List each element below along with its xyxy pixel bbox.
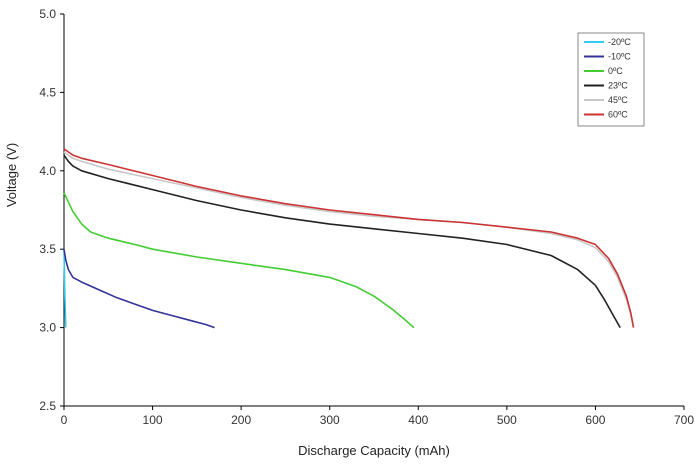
tick-labels: 0 100 200 300 400 500 600 700 2.5 3.0 3.5 4.0 4.5 5.0 — [39, 7, 694, 427]
legend-label-0: -20ºC — [608, 37, 631, 47]
x-tick-label: 700 — [674, 413, 694, 427]
legend-label-3: 23ºC — [608, 81, 628, 91]
x-tick-label: 0 — [61, 413, 68, 427]
series-line-1 — [63, 249, 215, 329]
y-tick-label: 3.0 — [39, 321, 56, 335]
y-tick-label: 3.5 — [39, 242, 56, 256]
series-line-2 — [63, 192, 415, 329]
y-axis-title: Voltage (V) — [4, 143, 19, 207]
legend-label-5: 60ºC — [608, 110, 628, 120]
series-line-0 — [63, 249, 67, 328]
x-tick-label: 300 — [320, 413, 340, 427]
axes — [60, 13, 685, 410]
legend: -20ºC -10ºC 0ºC 23ºC 45ºC 60ºC — [577, 32, 645, 127]
legend-label-4: 45ºC — [608, 95, 628, 105]
y-tick-label: 4.5 — [39, 85, 56, 99]
series-line-3 — [63, 154, 621, 328]
series-line-4 — [63, 151, 635, 328]
y-tick-label: 5.0 — [39, 7, 56, 21]
x-tick-label: 100 — [143, 413, 163, 427]
x-axis-title: Discharge Capacity (mAh) — [298, 443, 450, 458]
x-tick-label: 400 — [408, 413, 428, 427]
x-tick-label: 200 — [231, 413, 251, 427]
y-tick-label: 4.0 — [39, 164, 56, 178]
y-tick-label: 2.5 — [39, 399, 56, 413]
x-tick-label: 500 — [497, 413, 517, 427]
series-line-5 — [63, 148, 635, 328]
legend-label-1: -10ºC — [608, 52, 631, 62]
x-tick-label: 600 — [585, 413, 605, 427]
series-lines — [63, 148, 635, 329]
legend-box — [577, 32, 645, 127]
legend-label-2: 0ºC — [608, 66, 623, 76]
